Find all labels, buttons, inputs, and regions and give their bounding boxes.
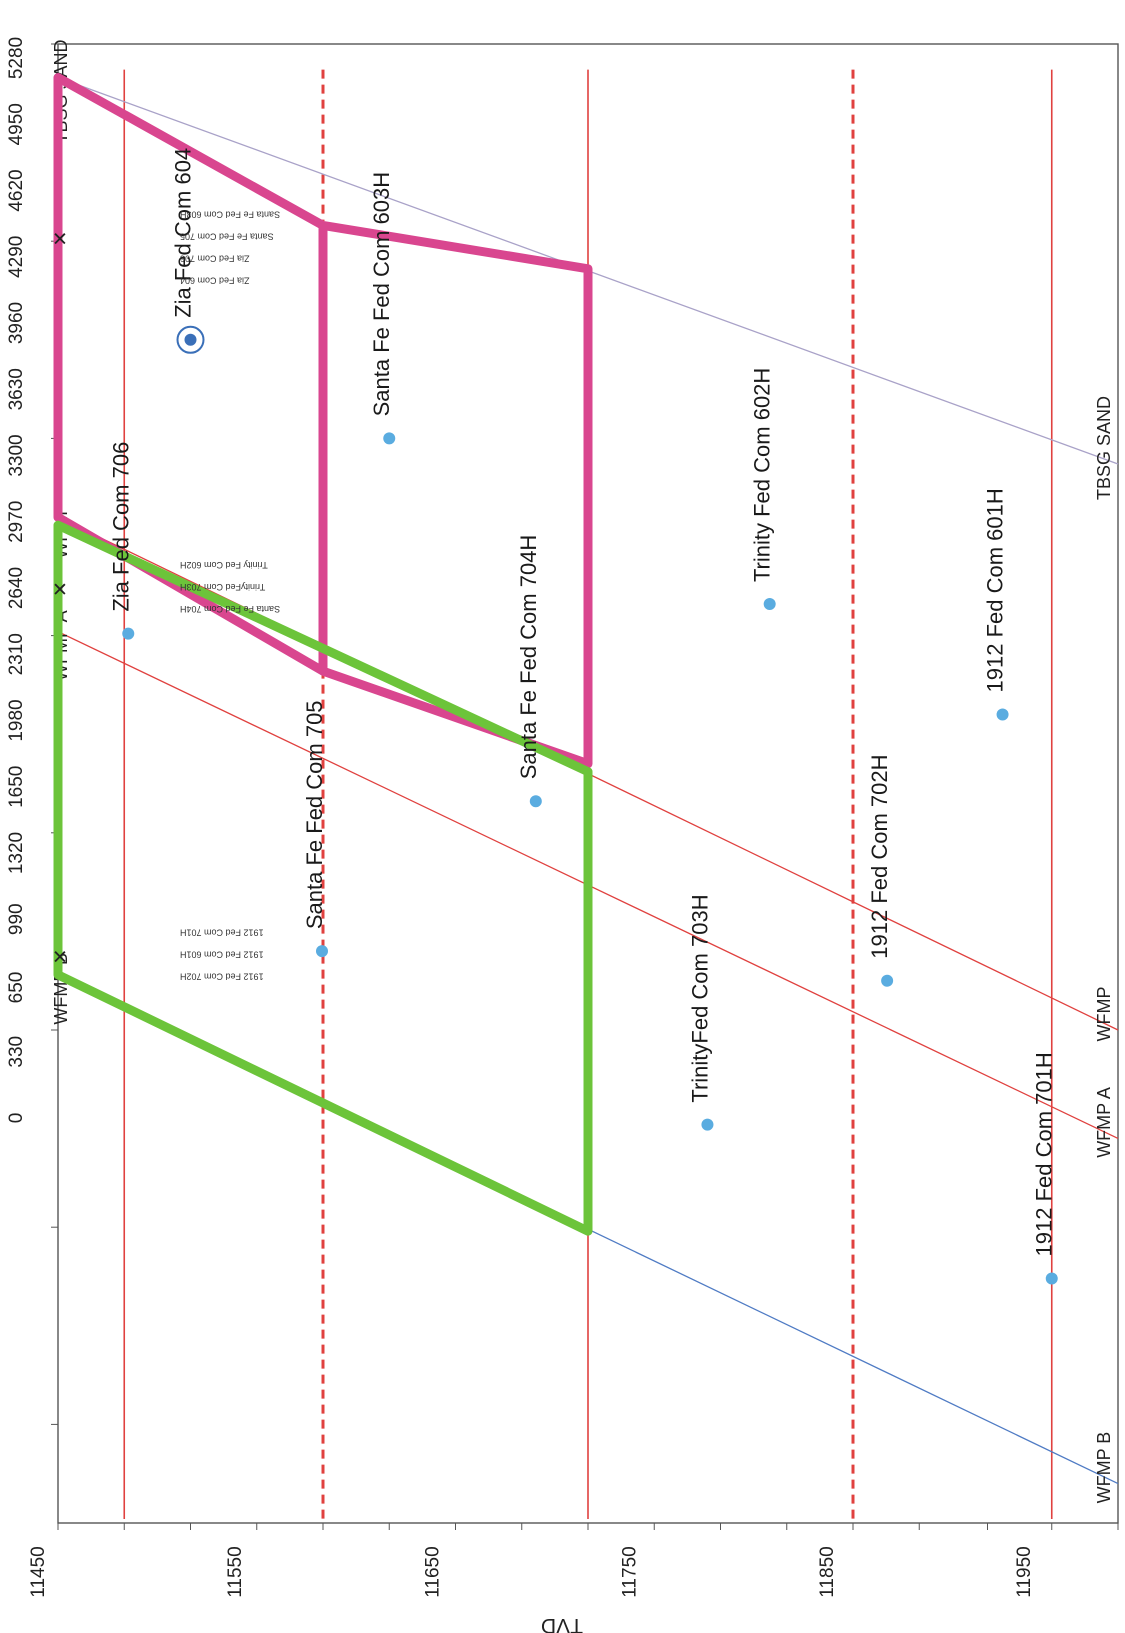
distance-tick-label: 330 bbox=[6, 1036, 27, 1068]
inset-label: Trinity Fed Com 602H bbox=[180, 560, 268, 570]
tvd-tick-label: 11650 bbox=[422, 1546, 443, 1597]
inset-marker: ✕ bbox=[52, 947, 68, 968]
distance-tick-label: 2310 bbox=[6, 633, 27, 675]
well-point bbox=[529, 795, 542, 808]
inset-label: Zia Fed Com 604 bbox=[180, 276, 250, 286]
inset-marker: ✕ bbox=[52, 230, 68, 251]
distance-tick-label: 3960 bbox=[6, 302, 27, 344]
tvd-tick-label: 11750 bbox=[620, 1546, 641, 1597]
well-point bbox=[184, 333, 197, 346]
distance-tick-label: 650 bbox=[6, 972, 27, 1004]
distance-tick-label: 990 bbox=[6, 903, 27, 935]
well-label: 1912 Fed Com 702H bbox=[867, 754, 892, 958]
tvd-tick-label: 11450 bbox=[28, 1546, 49, 1597]
tvd-axis-title: TVD bbox=[541, 1614, 583, 1633]
distance-tick-label: 4290 bbox=[6, 236, 27, 278]
horizon-label: WFMP A bbox=[1094, 1087, 1114, 1158]
inset-label: 1912 Fed Com 702H bbox=[180, 971, 264, 981]
distance-tick-label: 2970 bbox=[6, 501, 27, 543]
distance-tick-label: 3630 bbox=[6, 368, 27, 410]
well-label: Trinity Fed Com 602H bbox=[750, 368, 775, 582]
well-point bbox=[763, 598, 776, 611]
well-label: TrinityFed Com 703H bbox=[687, 894, 712, 1102]
inset-label: Santa Fe Fed Com 603H bbox=[180, 210, 280, 220]
well-label: 1912 Fed Com 701H bbox=[1032, 1052, 1057, 1256]
well-point bbox=[881, 974, 894, 987]
distance-tick-label: 2640 bbox=[6, 567, 27, 609]
well-label: 1912 Fed Com 601H bbox=[983, 488, 1008, 692]
inset-marker: ✕ bbox=[52, 580, 68, 601]
distance-tick-label: 1320 bbox=[6, 832, 27, 874]
distance-tick-label: 1980 bbox=[6, 699, 27, 741]
well-label: Santa Fe Fed Com 704H bbox=[516, 535, 541, 780]
inset-label: Santa Fe Fed Com 705 bbox=[180, 232, 274, 242]
well-point bbox=[701, 1118, 714, 1131]
inset-label: TrinityFed Com 703H bbox=[180, 582, 265, 592]
inset-label: Zia Fed Com 706 bbox=[180, 254, 250, 264]
distance-tick-label: 0 bbox=[6, 1113, 27, 1124]
well-label: Zia Fed Com 604 bbox=[171, 148, 196, 318]
tvd-tick-label: 11550 bbox=[225, 1546, 246, 1597]
distance-tick-label: 3300 bbox=[6, 434, 27, 476]
well-point bbox=[1045, 1272, 1058, 1285]
well-point bbox=[315, 945, 328, 958]
well-label: Santa Fe Fed Com 603H bbox=[369, 172, 394, 417]
spacing-unit-green bbox=[53, 520, 593, 1236]
distance-tick-label: 4620 bbox=[6, 169, 27, 211]
inset-label: 1912 Fed Com 701H bbox=[180, 927, 264, 937]
well-point bbox=[122, 627, 135, 640]
distance-tick-label: 1650 bbox=[6, 766, 27, 808]
distance-tick-label: 5280 bbox=[6, 37, 27, 79]
plot-area: 0 330 650 990 1320 1650 1980 2310 2640 2970 3300 36… bbox=[6, 37, 1119, 1633]
well-label: Zia Fed Com 706 bbox=[108, 442, 133, 612]
distance-tick-label: 4950 bbox=[6, 103, 27, 145]
tvd-tick-label: 11850 bbox=[817, 1546, 838, 1597]
well-point bbox=[383, 432, 396, 445]
well-label: Santa Fe Fed Com 705 bbox=[302, 700, 327, 929]
well-point bbox=[996, 708, 1009, 721]
tvd-tick-label: 11950 bbox=[1014, 1546, 1035, 1597]
horizon-label: TBSG SAND bbox=[1094, 396, 1114, 500]
horizon-label: WFMP bbox=[1094, 987, 1114, 1042]
inset-label: 1912 Fed Com 601H bbox=[180, 949, 264, 959]
horizon-label: WFMP B bbox=[1094, 1432, 1114, 1504]
inset-label: Santa Fe Fed Com 704H bbox=[180, 604, 280, 614]
